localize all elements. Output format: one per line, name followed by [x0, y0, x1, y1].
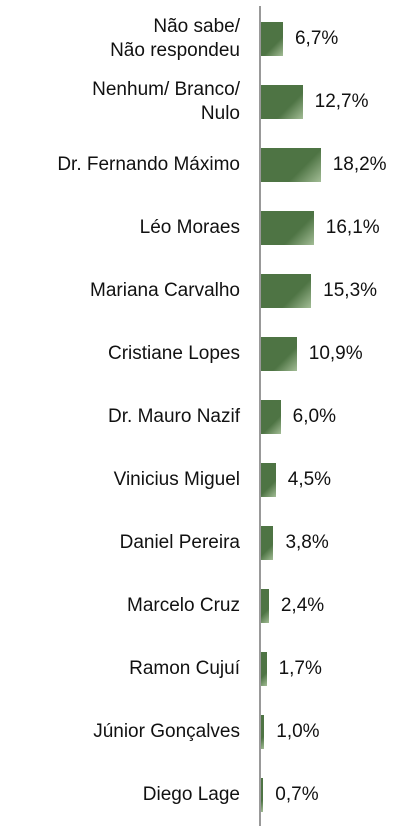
bar: [261, 337, 297, 372]
bar: [261, 274, 312, 309]
category-label: Dr. Mauro Nazif: [108, 406, 240, 427]
bar: [261, 777, 264, 812]
category-label: Daniel Pereira: [119, 531, 240, 553]
value-label: 12,7%: [314, 91, 369, 113]
value-label: 15,3%: [323, 280, 378, 302]
value-label: 6,0%: [292, 406, 336, 427]
bar: [261, 588, 269, 623]
bar: [261, 22, 283, 57]
bar: [261, 651, 267, 686]
value-label: 1,0%: [276, 720, 320, 742]
value-label: 6,7%: [294, 28, 339, 50]
category-label: Não sabe/ Não respondeu: [110, 16, 240, 62]
category-label: Dr. Fernando Máximo: [57, 154, 240, 176]
category-label: Ramon Cujuí: [129, 657, 240, 679]
bar: [261, 85, 303, 120]
bar: [261, 148, 321, 183]
bar: [261, 400, 281, 434]
axis-line: [259, 6, 261, 826]
category-label: Cristiane Lopes: [107, 343, 240, 365]
bar: [261, 714, 265, 749]
category-label: Marcelo Cruz: [127, 594, 240, 616]
category-label: Vinicius Miguel: [113, 468, 240, 490]
value-label: 1,7%: [278, 657, 322, 679]
bar: [261, 211, 314, 246]
bar: [261, 525, 274, 560]
value-label: 0,7%: [275, 783, 319, 805]
value-label: 2,4%: [280, 594, 325, 616]
category-label: Léo Moraes: [139, 217, 240, 239]
category-label: Diego Lage: [142, 783, 240, 805]
value-label: 18,2%: [332, 154, 387, 176]
value-label: 16,1%: [325, 217, 380, 239]
category-label: Júnior Gonçalves: [93, 720, 240, 742]
category-label: Nenhum/ Branco/ Nulo: [92, 79, 240, 125]
bar: [261, 462, 276, 497]
category-label: Mariana Carvalho: [90, 280, 240, 302]
value-label: 3,8%: [285, 531, 329, 553]
value-label: 10,9%: [308, 343, 363, 365]
value-label: 4,5%: [287, 468, 332, 490]
